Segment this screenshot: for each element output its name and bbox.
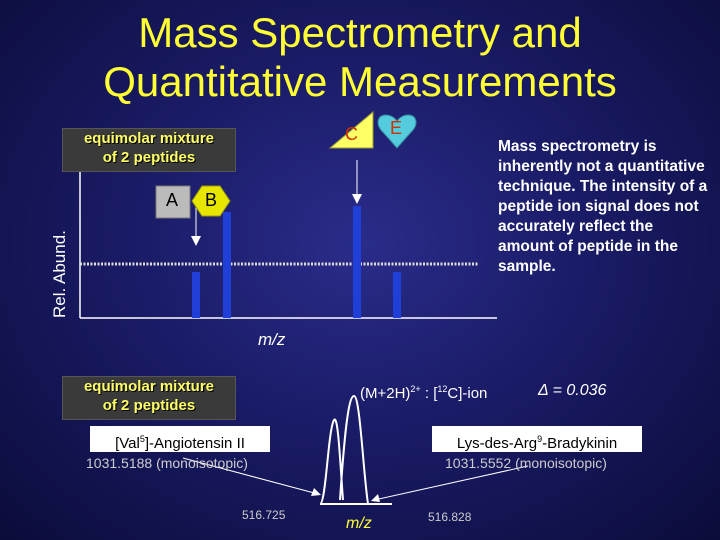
spectrum-peak-left [319, 418, 344, 505]
ion-suffix-post: C]-ion [447, 385, 488, 402]
slide-title: Mass Spectrometry and Quantitative Measu… [60, 8, 660, 106]
arrow-left-shaft [182, 457, 319, 495]
peptide2-name-post: -Bradykinin [542, 435, 618, 452]
spectrum-x-label: m/z [346, 515, 372, 532]
arrow-a-head [191, 236, 201, 246]
peak-bar-a [192, 272, 200, 318]
peptide2-mass: 1031.5552 (monoisotopic) [445, 455, 607, 471]
shape-c-triangle [328, 110, 374, 149]
title-line-1: Mass Spectrometry and [138, 9, 582, 56]
arrow-right-shaft [373, 465, 529, 501]
title-line-2: Quantitative Measurements [103, 58, 617, 105]
peak-bar-e [393, 272, 401, 318]
peptide1-name-pre: [Val [115, 435, 140, 452]
peptide1-name-sup: 5 [139, 434, 145, 444]
shape-b-diamond [191, 185, 231, 217]
peptide2-name-pre: Lys-des-Arg [456, 435, 538, 452]
peptide1-name-box: [Val5]-Angiotensin II [90, 426, 270, 452]
ion-prefix: (M+2H) [360, 385, 411, 402]
peptide2-name-box: Lys-des-Arg9-Bradykinin [432, 426, 642, 452]
peptide2-name-sup: 9 [537, 434, 543, 444]
upper-mixture-line-1: equimolar mixture [83, 130, 215, 147]
lower-mixture-line-1: equimolar mixture [83, 378, 215, 395]
upper-mixture-line-2: of 2 peptides [102, 149, 196, 166]
label-a: A [166, 190, 179, 210]
arrow-left-head [311, 488, 321, 496]
delta-label: Δ = 0.036 [538, 382, 607, 399]
tick-left: 516.725 [242, 508, 286, 522]
arrow-right-head [371, 494, 380, 502]
tick-right: 516.828 [428, 510, 472, 524]
ion-label: (M+2H)2+ : [12C]-ion [360, 384, 487, 402]
shape-e-heart [377, 114, 417, 149]
peptide1-mass: 1031.5188 (monoisotopic) [86, 455, 248, 471]
lower-mixture-line-2: of 2 peptides [102, 397, 196, 414]
y-axis-label: Rel. Abund. [50, 230, 69, 318]
lower-mixture-box: equimolar mixture of 2 peptides [62, 376, 236, 420]
peak-bar-b [223, 212, 231, 318]
x-axis-label: m/z [258, 330, 286, 349]
label-e: E [390, 118, 403, 138]
note-text: Mass spectrometry is inherently not a qu… [498, 138, 708, 275]
ion-suffix-pre: : [ [420, 385, 438, 402]
upper-mixture-box: equimolar mixture of 2 peptides [62, 128, 236, 172]
ion-charge: 2+ [410, 384, 421, 394]
peak-bar-c [353, 206, 361, 318]
spectrum-peak-right [339, 394, 369, 505]
peptide1-name-post: ]-Angiotensin II [144, 435, 245, 452]
label-b: B [205, 190, 218, 210]
shape-a-square [155, 185, 191, 219]
arrow-c-head [352, 194, 362, 204]
label-c: C [345, 124, 358, 144]
ion-isotope: 12 [437, 384, 448, 394]
